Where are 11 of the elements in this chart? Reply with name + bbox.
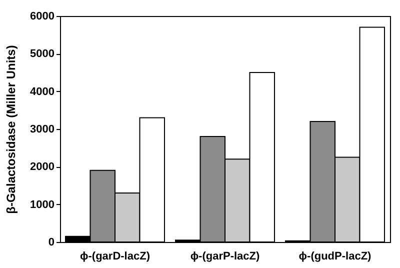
y-tick-label: 0 bbox=[48, 236, 54, 248]
y-tick-label: 6000 bbox=[30, 10, 54, 22]
y-tick-label: 1000 bbox=[30, 198, 54, 211]
x-tick-label: ϕ-(gudP-lacZ) bbox=[298, 250, 372, 262]
y-axis-title: β-Galactosidase (Miller Units) bbox=[4, 45, 18, 214]
x-tick-label: ϕ-(garP-lacZ) bbox=[190, 250, 260, 262]
y-tick-label: 3000 bbox=[30, 124, 54, 136]
y-tick-label: 4000 bbox=[30, 86, 54, 98]
x-tick-label: ϕ-(garD-lacZ) bbox=[80, 250, 150, 262]
y-tick-label: 2000 bbox=[30, 161, 54, 174]
y-tick-label: 5000 bbox=[30, 48, 54, 60]
